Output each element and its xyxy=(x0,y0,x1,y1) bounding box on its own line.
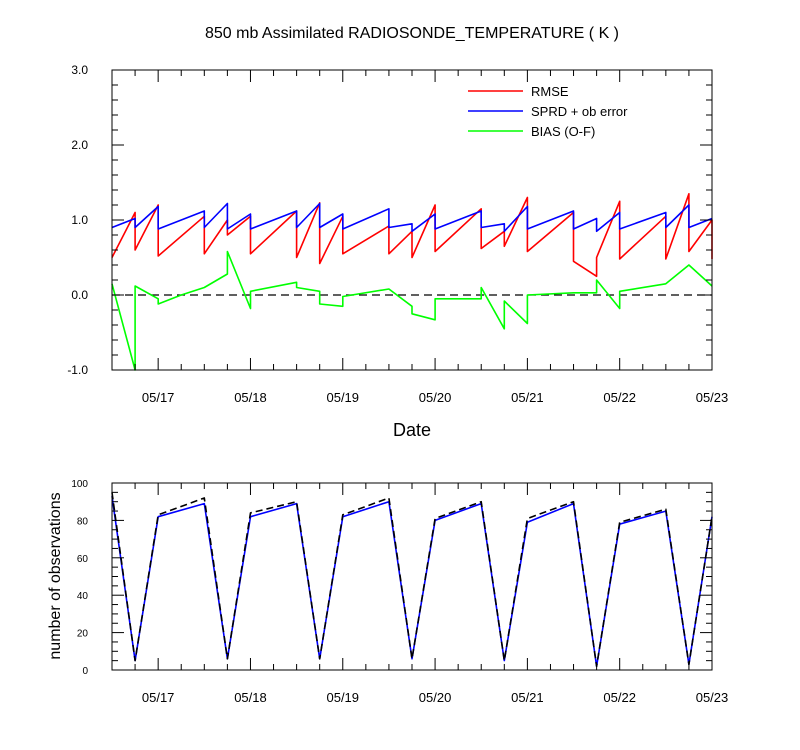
x-axis-label: Date xyxy=(393,420,431,440)
y-tick-label: 2.0 xyxy=(71,138,88,152)
x-tick-label: 05/22 xyxy=(603,390,636,405)
legend: RMSE SPRD + ob error BIAS (O-F) xyxy=(468,84,628,139)
x-tick-label: 05/20 xyxy=(419,390,452,405)
y-axis-label: number of observations xyxy=(47,492,64,659)
y-tick-label: 80 xyxy=(77,516,89,527)
top-series-rmse xyxy=(111,193,713,278)
legend-label: BIAS (O-F) xyxy=(531,124,595,139)
y-tick-label: 1.0 xyxy=(71,213,88,227)
bottom-plot-frame xyxy=(111,482,713,671)
y-tick-label: 0.0 xyxy=(71,288,88,302)
bottom-series-0 xyxy=(111,495,713,668)
x-tick-label: 05/22 xyxy=(603,690,636,705)
x-tick-label: 05/18 xyxy=(234,690,267,705)
top-series-sprd-ob-error xyxy=(111,202,713,233)
x-tick-label: 05/17 xyxy=(142,690,175,705)
x-tick-label: 05/21 xyxy=(511,390,544,405)
y-tick-label: 100 xyxy=(71,479,88,490)
x-tick-label: 05/17 xyxy=(142,390,175,405)
y-tick-label: 20 xyxy=(77,629,89,640)
y-tick-label: 0 xyxy=(82,666,88,677)
y-tick-label: 40 xyxy=(77,591,89,602)
x-tick-label: 05/23 xyxy=(696,690,729,705)
chart-title: 850 mb Assimilated RADIOSONDE_TEMPERATUR… xyxy=(205,25,619,42)
y-tick-label: 60 xyxy=(77,554,89,565)
x-tick-label: 05/23 xyxy=(696,390,729,405)
x-tick-label: 05/18 xyxy=(234,390,267,405)
bottom-chart-panel: 05/17 05/18 05/19 05/20 05/21 05/22 05/23 0 20 40… xyxy=(47,479,728,705)
y-tick-label: -1.0 xyxy=(67,363,88,377)
top-chart-panel: 05/17 05/18 05/19 05/20 05/21 05/22 05/23 -1.0 0… xyxy=(67,63,728,440)
bottom-series-1 xyxy=(111,492,713,668)
x-tick-label: 05/19 xyxy=(326,390,359,405)
x-tick-label: 05/20 xyxy=(419,690,452,705)
legend-label: SPRD + ob error xyxy=(531,104,628,119)
legend-label: RMSE xyxy=(531,84,569,99)
top-series-bias-o-f xyxy=(111,250,713,371)
top-plot-frame xyxy=(111,69,713,371)
y-tick-label: 3.0 xyxy=(71,63,88,77)
x-tick-label: 05/21 xyxy=(511,690,544,705)
x-tick-label: 05/19 xyxy=(326,690,359,705)
